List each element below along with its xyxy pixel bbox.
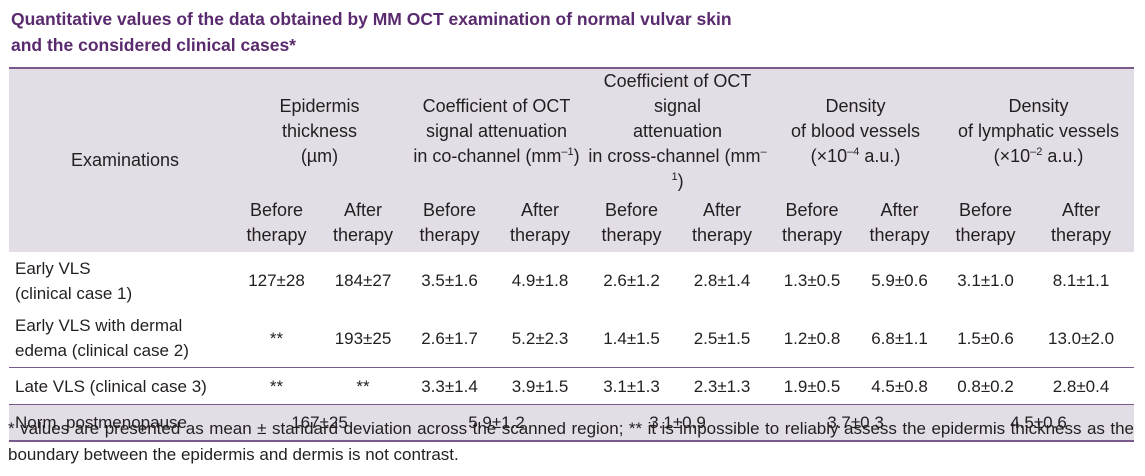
header-unit: (×10–4 a.u.): [810, 146, 901, 166]
caption-line-2: and the considered clinical cases*: [11, 35, 296, 55]
table-cell: 13.0±2.0: [1028, 309, 1135, 368]
row-label: Early VLS with dermal edema (clinical cas…: [9, 309, 233, 368]
table-cell: **: [233, 309, 320, 368]
table-cell: 3.5±1.6: [421, 271, 478, 290]
header-lymphatic-vessel-density: Density of lymphatic vessels (×10–2 a.u.…: [943, 68, 1135, 194]
header-line: Epidermis: [279, 96, 360, 116]
table-cell: 3.3±1.4: [406, 367, 493, 405]
table-cell: 2.5±1.5: [676, 309, 768, 368]
header-line: Density: [825, 96, 886, 116]
table-row-clinical-case-2: Early VLS with dermal edema (clinical cas…: [9, 309, 1135, 368]
header-attenuation-co: Coefficient of OCT signal attenuation in…: [406, 68, 587, 194]
header-unit: in cross-channel (mm–1): [588, 146, 767, 191]
header-unit: in co-channel (mm–1): [413, 146, 580, 166]
header-unit: (×10–2 a.u.): [993, 146, 1084, 166]
table-cell: 0.8±0.2: [943, 367, 1029, 405]
table-cell: 1.3±0.5: [783, 271, 841, 290]
subheader-before-therapy: Before therapy: [768, 194, 856, 252]
table-cell: 5.9±0.6: [871, 271, 928, 290]
table-footnote: * values are presented as mean ± standar…: [8, 419, 1134, 464]
subheader-before-therapy: Before therapy: [587, 194, 676, 252]
table-cell: 4.5±0.8: [856, 367, 944, 405]
header-line: signal attenuation: [425, 121, 568, 141]
table-cell: 167±25: [233, 404, 406, 441]
header-line: of blood vessels: [790, 121, 921, 141]
header-unit: (µm): [300, 146, 339, 166]
table-cell: 1.4±1.5: [587, 309, 676, 368]
header-line: attenuation: [632, 121, 723, 141]
table-cell: 127±28: [248, 271, 305, 290]
caption-line-1: Quantitative values of the data obtained…: [11, 9, 732, 29]
table-cell: 3.1±1.3: [587, 367, 676, 405]
header-blood-vessel-density: Density of blood vessels (×10–4 a.u.): [768, 68, 944, 194]
table-cell: 3.9±1.5: [493, 367, 587, 405]
table-cell: 2.6±1.2: [603, 271, 660, 290]
subheader-row: Before therapy After therapy Before therapy…: [9, 194, 1135, 252]
header-line: Coefficient of OCT: [422, 96, 571, 116]
header-examinations: Examinations: [9, 68, 233, 252]
table-cell: 2.3±1.3: [676, 367, 768, 405]
table-cell: 3.1±0.9: [587, 404, 768, 441]
table-row-norm: Norm, postmenopause 167±25 5.9±1.2 3.1±0…: [9, 404, 1135, 441]
header-line: Coefficient of OCT signal: [603, 71, 752, 116]
header-attenuation-cross: Coefficient of OCT signal attenuation in…: [587, 68, 768, 194]
table-cell: 3.7±0.3: [768, 404, 944, 441]
table-cell: 2.8±0.4: [1028, 367, 1135, 405]
table-cell: 193±25: [320, 309, 406, 368]
table-cell: 1.5±0.6: [943, 309, 1029, 368]
row-label: Norm, postmenopause: [9, 404, 233, 441]
table-cell: 1.2±0.8: [768, 309, 856, 368]
table-cell: 2.8±1.4: [693, 271, 751, 290]
table-cell: 3.1±1.0: [957, 271, 1014, 290]
table-cell: 4.9±1.8: [511, 271, 569, 290]
table-cell: 6.8±1.1: [856, 309, 944, 368]
table-cell: **: [233, 367, 320, 405]
table-cell: 184±27: [334, 271, 392, 290]
subheader-before-therapy: Before therapy: [233, 194, 320, 252]
header-line: thickness: [281, 121, 358, 141]
table-caption: Quantitative values of the data obtained…: [11, 6, 1131, 58]
subheader-after-therapy: After therapy: [676, 194, 768, 252]
table-cell: 5.2±2.3: [493, 309, 587, 368]
table-cell: 2.6±1.7: [406, 309, 493, 368]
row-label: Early VLS (clinical case 1): [15, 258, 133, 303]
table-cell: 1.9±0.5: [768, 367, 856, 405]
header-line: Density: [1008, 96, 1069, 116]
subheader-before-therapy: Before therapy: [943, 194, 1029, 252]
subheader-before-therapy: Before therapy: [406, 194, 493, 252]
row-label: Late VLS (clinical case 3): [9, 367, 233, 405]
table-cell: 8.1±1.1: [1052, 271, 1110, 290]
table-cell: 4.5±0.6: [943, 404, 1135, 441]
header-line: of lymphatic vessels: [957, 121, 1120, 141]
table-row-clinical-case-1: Early VLS (clinical case 1) 127±28 184±27…: [9, 252, 1134, 309]
header-epidermis-thickness: Epidermis thickness (µm): [233, 68, 406, 194]
table-row-clinical-case-3: Late VLS (clinical case 3) ** ** 3.3±1.4…: [9, 367, 1135, 405]
table-cell: **: [320, 367, 406, 405]
subheader-after-therapy: After therapy: [856, 194, 944, 252]
data-table: Examinations Epidermis thickness (µm) Co…: [9, 67, 1135, 442]
table-cell: 5.9±1.2: [406, 404, 587, 441]
subheader-after-therapy: After therapy: [320, 194, 406, 252]
subheader-after-therapy: After therapy: [1028, 194, 1135, 252]
subheader-after-therapy: After therapy: [493, 194, 587, 252]
